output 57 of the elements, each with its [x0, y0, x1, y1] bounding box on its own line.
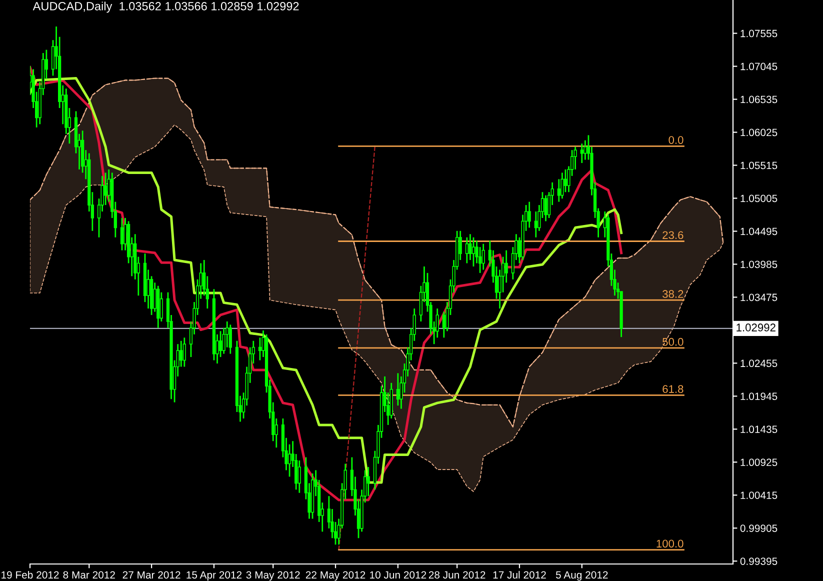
x-tick-label: 10 Jun 2012 [370, 571, 426, 579]
x-tick-label: 22 May 2012 [306, 571, 366, 581]
series-label: 50.0 [662, 338, 684, 346]
y-tick-label: 1.00925 [740, 458, 778, 466]
series-label: 38.2 [662, 290, 684, 298]
candlestick [288, 444, 292, 478]
y-tick-label: 1.07045 [740, 62, 778, 70]
candlestick [228, 324, 232, 354]
y-tick-label: 1.01435 [740, 426, 778, 434]
candlestick [465, 236, 468, 264]
series-label: 23.6 [662, 231, 684, 240]
x-tick-label: 15 Apr 2012 [186, 571, 242, 581]
y-tick-label: 0.99395 [740, 558, 778, 565]
y-tick-label: 1.02455 [740, 360, 778, 368]
x-tick-label: 5 Aug 2012 [556, 571, 608, 581]
x-tick-label: 17 Jul 2012 [493, 570, 546, 579]
y-tick-label: 1.04495 [740, 228, 778, 236]
line-series [30, 78, 724, 428]
x-tick-label: 19 Feb 2012 [2, 570, 59, 579]
y-tick-label: 1.06535 [740, 96, 778, 104]
series-label: 61.8 [662, 385, 684, 393]
series-label: 0.0 [668, 136, 684, 144]
candlestick [472, 236, 476, 268]
chart-title: AUDCAD,Daily 1.03562 1.03566 1.02859 1.02992 [32, 2, 299, 13]
candlestick [534, 210, 538, 238]
x-tick-label: 3 May 2012 [246, 571, 300, 581]
y-tick-label: 1.01945 [740, 392, 778, 400]
series-label: 100.0 [656, 540, 684, 548]
candlestick [584, 140, 587, 160]
candlestick [120, 217, 124, 251]
y-tick-label: 1.05005 [740, 194, 778, 202]
candlestick [557, 178, 560, 202]
candlestick [564, 168, 568, 193]
candlestick [544, 194, 548, 222]
x-tick-label: 27 Mar 2012 [122, 571, 180, 579]
candlestick [396, 372, 400, 406]
x-tick-label: 8 Mar 2012 [63, 571, 115, 579]
x-tick-label: 28 Jun 2012 [428, 571, 486, 579]
y-tick-label: 1.03985 [740, 260, 778, 268]
y-tick-label: 1.05515 [740, 162, 778, 170]
candlestick [560, 172, 564, 200]
candlestick [258, 336, 262, 361]
y-tick-label: 1.00415 [740, 492, 778, 499]
candlestick [182, 336, 186, 368]
candlestick [482, 243, 485, 270]
candlestick [580, 142, 584, 164]
candlestick [442, 311, 446, 338]
candlestick [180, 340, 183, 368]
y-tick-label: 1.07555 [740, 30, 778, 38]
y-tick-label: 0.99905 [740, 524, 778, 532]
y-tick-label: 1.03475 [740, 294, 778, 302]
y-tick-label: 1.06025 [740, 128, 778, 136]
candlestick [528, 201, 531, 228]
candlestick [504, 250, 508, 284]
candlestick [218, 330, 222, 358]
candlestick [104, 172, 108, 206]
ref-line-label: 1.02992 [736, 324, 776, 332]
